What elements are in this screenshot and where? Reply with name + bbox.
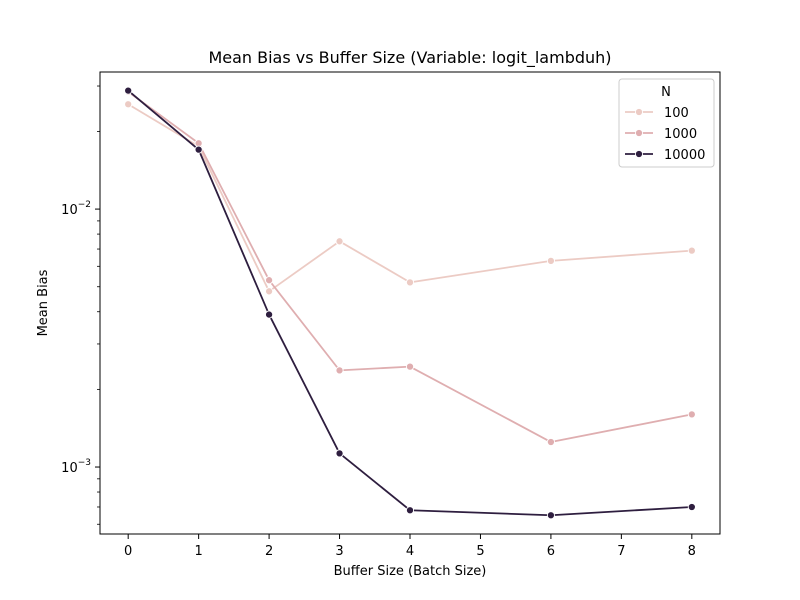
series-line-10000	[127, 89, 692, 517]
legend-swatch-marker	[634, 128, 644, 138]
data-point-100	[265, 287, 274, 296]
legend-label: 10000	[664, 148, 705, 163]
data-point-10000	[546, 511, 555, 520]
x-tick-label: 8	[688, 544, 696, 559]
data-point-10000	[265, 310, 274, 319]
series-line-100	[127, 103, 692, 293]
data-point-1000	[335, 366, 344, 375]
y-tick-label: 10−3	[61, 458, 91, 476]
legend-title: N	[661, 85, 671, 100]
legend: N 100 1000 10000	[618, 78, 715, 168]
data-point-10000	[405, 506, 415, 515]
x-tick-label: 0	[124, 544, 132, 559]
legend-box	[618, 78, 715, 168]
legend-swatch-marker	[634, 107, 644, 117]
series-layer	[124, 86, 696, 520]
x-axis: 0 1 2 3 4 5 6 7 8	[124, 534, 696, 559]
x-tick-label: 1	[194, 544, 202, 559]
data-point-100	[405, 278, 415, 287]
legend-swatch-marker	[634, 149, 644, 159]
data-point-100	[546, 256, 555, 265]
legend-label: 1000	[664, 127, 697, 142]
x-tick-label: 2	[265, 544, 273, 559]
data-point-10000	[124, 86, 133, 95]
data-point-100	[335, 237, 344, 246]
x-axis-label: Buffer Size (Batch Size)	[334, 564, 487, 579]
chart-title: Mean Bias vs Buffer Size (Variable: logi…	[208, 48, 611, 68]
x-tick-label: 7	[617, 544, 625, 559]
y-axis-label: Mean Bias	[36, 269, 51, 336]
x-tick-label: 5	[476, 544, 484, 559]
legend-label: 100	[664, 106, 689, 121]
data-point-1000	[265, 276, 274, 285]
data-point-1000	[546, 437, 555, 447]
data-point-10000	[335, 449, 344, 458]
data-point-100	[687, 246, 696, 255]
y-tick-label: 10−2	[61, 200, 91, 218]
data-point-1000	[405, 362, 415, 371]
data-point-10000	[687, 502, 696, 512]
y-axis: 10−2 10−3	[61, 85, 100, 525]
x-tick-label: 3	[335, 544, 343, 559]
data-point-100	[124, 100, 133, 109]
x-tick-label: 4	[406, 544, 414, 559]
data-point-10000	[194, 145, 203, 154]
data-point-1000	[687, 410, 696, 419]
x-tick-label: 6	[547, 544, 555, 559]
series-line-1000	[127, 91, 692, 443]
